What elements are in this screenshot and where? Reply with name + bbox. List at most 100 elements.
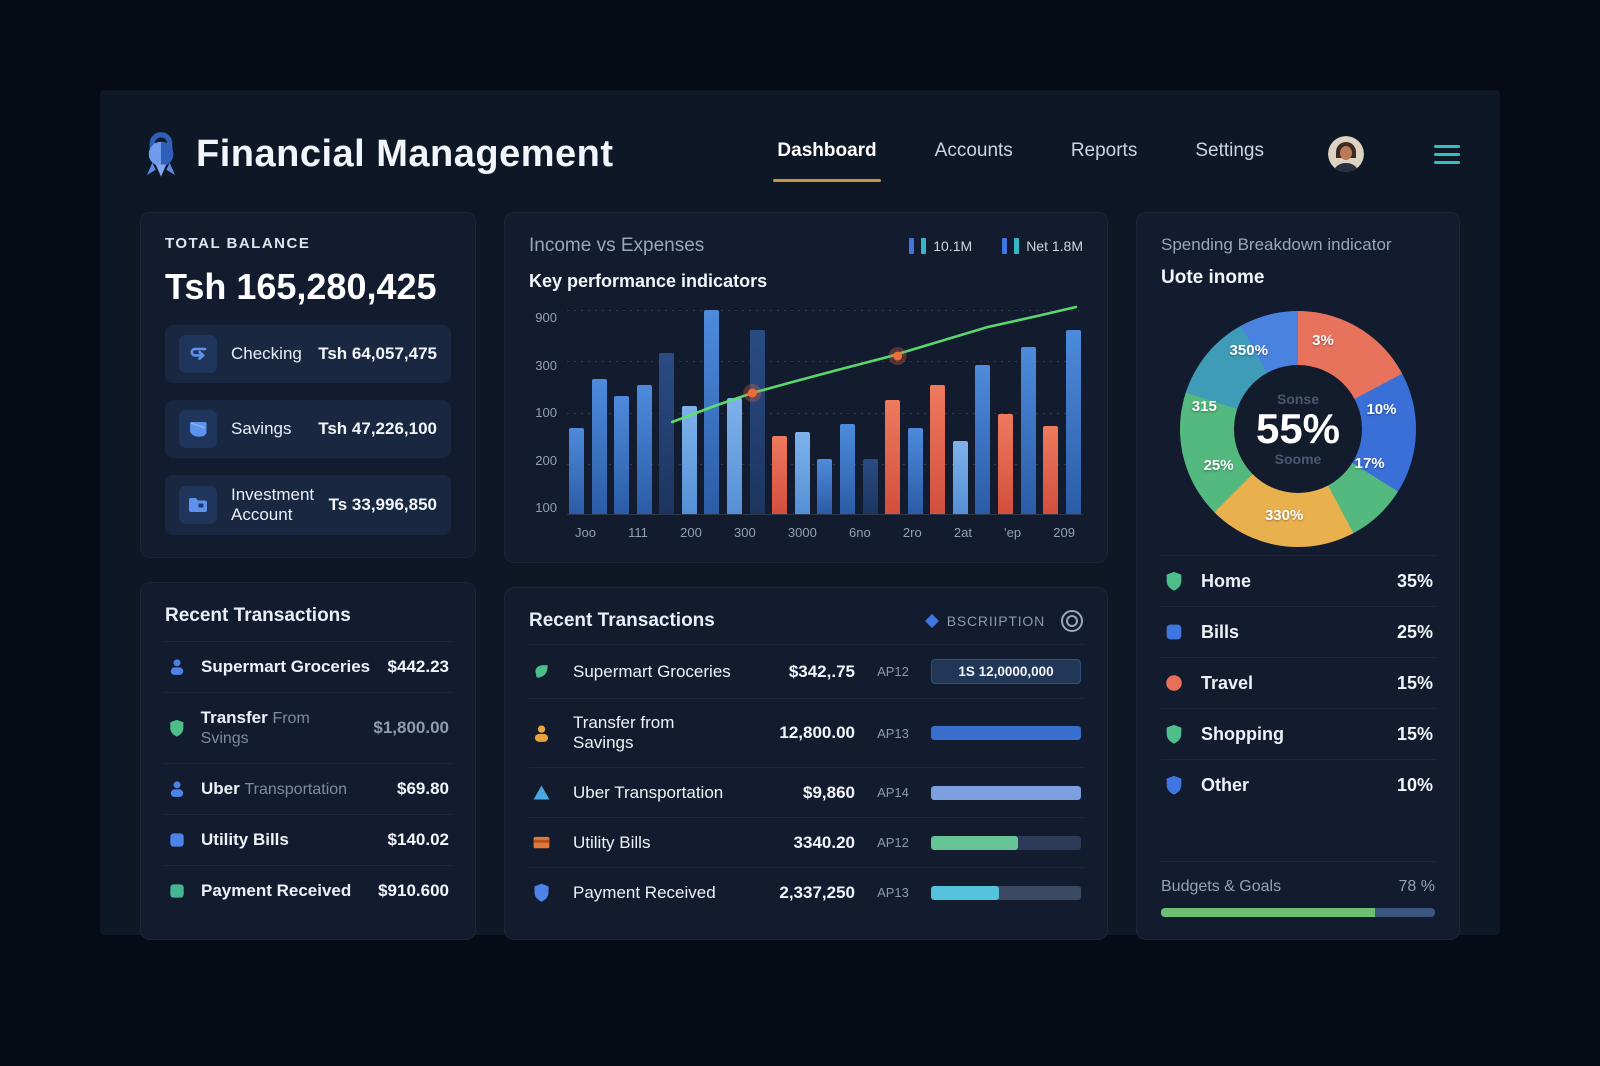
donut-center-value: 55%	[1255, 404, 1341, 452]
y-axis-tick: 100	[535, 405, 557, 420]
person-icon	[170, 659, 184, 675]
chart-bar	[749, 330, 765, 514]
account-row[interactable]: Checking Tsh 64,057,475	[165, 325, 451, 383]
transaction-row[interactable]: Supermart Groceries $442.23	[165, 641, 451, 692]
nav-tab-settings[interactable]: Settings	[1195, 140, 1264, 161]
chart-bar	[952, 440, 968, 514]
transaction-row[interactable]: Supermart Groceries $342,.75 AP12 1S 12,…	[529, 644, 1083, 698]
donut-segment-label: 10%	[1366, 400, 1397, 418]
transaction-name: Supermart Groceries	[573, 661, 731, 681]
page-title: Financial Management	[196, 132, 614, 175]
hamburger-menu-icon[interactable]	[1434, 144, 1460, 164]
transaction-name: Utility Bills	[573, 832, 651, 852]
transaction-api-badge: AP13	[877, 885, 909, 900]
transaction-amount: $910.600	[378, 881, 449, 900]
category-percent: 35%	[1396, 570, 1433, 591]
transaction-row[interactable]: Payment Received 2,337,250 AP13	[529, 867, 1083, 917]
transaction-api-badge: AP13	[877, 725, 909, 741]
spending-breakdown-card: Spending Breakdown indicator Uote inome …	[1136, 212, 1460, 940]
chart-bar	[727, 397, 743, 514]
spending-legend-row[interactable]: Bills 25%	[1161, 606, 1435, 657]
shield-icon	[1166, 724, 1182, 744]
target-icon[interactable]	[1061, 610, 1083, 632]
chart-bar	[614, 395, 630, 514]
bar-chart: 900 300 100 200 100	[529, 305, 1083, 515]
budgets-progress-bar	[1161, 908, 1435, 917]
spending-legend-row[interactable]: Travel 15%	[1161, 657, 1435, 708]
lock-icon	[147, 132, 175, 177]
transaction-progress-bar	[931, 726, 1081, 740]
account-name: Savings	[231, 419, 292, 438]
transaction-row[interactable]: Utility Bills $140.02	[165, 814, 451, 865]
transaction-amount: $442.23	[387, 657, 449, 676]
y-axis-tick: 200	[535, 452, 557, 468]
transaction-name: Supermart Groceries	[201, 657, 371, 676]
chart-plot-area	[567, 305, 1083, 515]
transaction-subtext: Transportation	[244, 781, 348, 798]
chart-bar	[681, 405, 697, 514]
chart-bar	[1043, 426, 1059, 514]
account-row[interactable]: Savings Tsh 47,226,100	[165, 400, 451, 458]
total-balance-label: TOTAL BALANCE	[165, 235, 311, 252]
y-axis-tick: 300	[535, 357, 557, 373]
transaction-name: Payment Received	[201, 881, 352, 900]
category-percent: 15%	[1396, 672, 1433, 693]
y-axis-tick: 900	[535, 310, 557, 325]
transaction-amount: $9,860	[803, 782, 855, 802]
diamond-icon	[924, 614, 939, 628]
transaction-amount: 2,337,250	[779, 882, 855, 902]
legend-label: 10.1M	[933, 238, 973, 254]
chart-bar	[975, 365, 991, 514]
transaction-name: Uber Transportation	[201, 779, 348, 798]
recent-transactions-title: Recent Transactions	[529, 610, 715, 631]
donut-segment-label: 3%	[1312, 332, 1334, 350]
chart-bar	[569, 428, 584, 514]
transaction-progress-bar	[931, 785, 1081, 800]
chart-bar	[591, 379, 607, 514]
donut-segment-label: 330%	[1264, 506, 1304, 524]
spending-legend-row[interactable]: Shopping 15%	[1161, 708, 1435, 759]
spending-legend-row[interactable]: Home 35%	[1161, 555, 1435, 606]
transaction-progress-bar	[931, 885, 1081, 900]
account-row[interactable]: Investment Account Ts 33,996,850	[165, 475, 451, 535]
square-icon	[170, 884, 184, 898]
nav-tab-reports[interactable]: Reports	[1070, 140, 1138, 161]
x-axis-labels: Joo 111 200 300 3000 6no 2ro 2at 'ep 209	[567, 525, 1083, 540]
chart-bar	[704, 310, 720, 514]
donut-segment-label: 315	[1191, 398, 1217, 416]
donut-segment-label: 350%	[1229, 341, 1268, 359]
spending-legend-row[interactable]: Other 10%	[1161, 759, 1435, 810]
x-axis-tick: 3000	[787, 525, 817, 540]
nav-tab-accounts[interactable]: Accounts	[934, 140, 1013, 161]
total-balance-amount: Tsh 165,280,425	[165, 266, 437, 307]
transaction-row[interactable]: Uber Transportation $9,860 AP14	[529, 767, 1083, 817]
transaction-row[interactable]: Utility Bills 3340.20 AP12	[529, 817, 1083, 867]
transaction-value-box[interactable]: 1S 12,0000,000	[931, 659, 1081, 684]
transaction-row[interactable]: Uber Transportation $69.80	[165, 763, 451, 814]
category-name: Bills	[1201, 621, 1240, 642]
budgets-goals-section: Budgets & Goals 78 %	[1161, 861, 1435, 917]
category-name: Travel	[1201, 672, 1254, 693]
legend-swatch-icon	[1014, 238, 1020, 254]
category-percent: 10%	[1396, 774, 1433, 795]
square-icon	[1166, 624, 1182, 640]
nav-tab-dashboard[interactable]: Dashboard	[773, 140, 881, 182]
x-axis-tick: 2ro	[902, 525, 922, 540]
transaction-name: Transfer From Svings	[200, 708, 310, 747]
chart-bar	[1065, 330, 1081, 514]
transaction-row[interactable]: Transfer From Svings $1,800.00	[165, 692, 451, 763]
x-axis-tick: 6no	[849, 525, 871, 540]
bar-series	[567, 310, 1083, 515]
subscription-filter[interactable]: BSCRIIPTION	[924, 613, 1045, 629]
budgets-goals-value: 78 %	[1398, 878, 1435, 895]
x-axis-tick: 111	[628, 525, 648, 540]
user-avatar[interactable]	[1328, 136, 1364, 172]
x-axis-tick: Joo	[575, 525, 596, 540]
chart-bar	[997, 414, 1013, 514]
x-axis-tick: 209	[1053, 525, 1075, 540]
chart-title: Income vs Expenses	[529, 235, 705, 256]
transaction-row[interactable]: Transfer from Savings 12,800.00 AP13	[529, 698, 1083, 767]
transaction-row[interactable]: Payment Received $910.600	[165, 865, 451, 916]
left-column: TOTAL BALANCE Tsh 165,280,425 Checking T…	[140, 212, 476, 940]
chart-bar	[839, 424, 855, 514]
